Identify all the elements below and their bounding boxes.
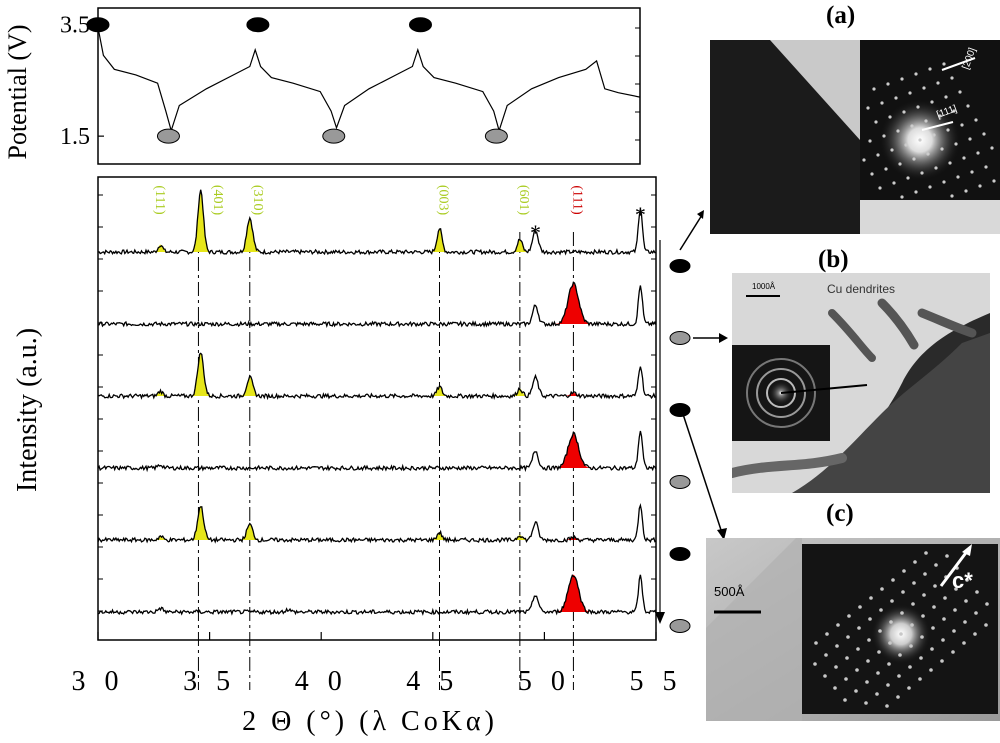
xrd-peak-label: (111) bbox=[152, 185, 167, 215]
xrd-peak-fill bbox=[556, 392, 591, 396]
xrd-asterisk: * bbox=[530, 220, 541, 245]
xrd-pattern-line bbox=[97, 430, 657, 473]
xrd-x-tick-label: 5 5 bbox=[630, 666, 683, 697]
xrd-frame-ticks bbox=[97, 194, 657, 640]
tem-panel-b: 1000Å Cu dendrites bbox=[732, 273, 990, 493]
arrow-to-panel-a bbox=[679, 214, 703, 251]
xrd-peak-fill bbox=[545, 433, 602, 468]
tem-image-a: [200] [111] bbox=[710, 40, 1000, 234]
xrd-x-tick-label: 4 0 bbox=[295, 666, 348, 697]
potential-curve bbox=[97, 27, 641, 133]
xrd-pattern-line bbox=[97, 281, 657, 329]
xrd-peak-label: (401) bbox=[210, 185, 225, 216]
xrd-x-tick-label: 3 0 bbox=[72, 666, 125, 697]
xrd-asterisk: * bbox=[635, 202, 646, 227]
scan-order-arrowhead bbox=[655, 612, 665, 624]
potential-cycle-markers bbox=[86, 17, 508, 144]
xrd-trace bbox=[97, 189, 657, 256]
xrd-peak-fill bbox=[184, 352, 217, 396]
xrd-state-marker-charged bbox=[669, 259, 691, 273]
xrd-trace bbox=[97, 281, 657, 329]
xrd-peak-fill bbox=[233, 217, 266, 252]
panel-b-scale-text: 1000Å bbox=[752, 282, 776, 291]
xrd-peak-fill bbox=[426, 532, 453, 540]
xrd-peak-fill bbox=[184, 505, 217, 540]
potential-y-tick-label: 3.5 bbox=[60, 13, 90, 39]
xrd-pattern-line bbox=[97, 352, 657, 401]
potential-plot-frame bbox=[97, 7, 641, 165]
xrd-trace bbox=[97, 574, 657, 616]
xrd-peak-label: (310) bbox=[250, 185, 265, 216]
xrd-state-marker-discharged bbox=[669, 475, 691, 489]
xrd-plot-frame bbox=[97, 176, 657, 641]
xrd-peak-fill bbox=[506, 535, 534, 540]
xrd-state-marker-charged bbox=[669, 547, 691, 561]
potential-chart: 3.5 1.5 Potential (V) bbox=[3, 7, 641, 165]
xrd-traces bbox=[97, 189, 657, 616]
xrd-trace bbox=[97, 352, 657, 401]
xrd-pattern-line bbox=[97, 503, 657, 544]
xrd-trace bbox=[97, 430, 657, 473]
arrowhead-to-panel-a bbox=[697, 210, 704, 219]
xrd-state-markers bbox=[669, 259, 691, 633]
xrd-peak-label: (601) bbox=[516, 185, 531, 216]
potential-marker-charged bbox=[408, 17, 432, 33]
potential-marker-charged bbox=[246, 17, 270, 33]
xrd-peak-fill bbox=[233, 377, 266, 396]
panel-connector-arrows bbox=[679, 210, 728, 540]
xrd-peak-fill bbox=[185, 190, 216, 252]
xrd-pattern-line bbox=[97, 189, 657, 256]
panel-c-axis-label: c* bbox=[952, 568, 973, 593]
tem-panel-a: [200] [111] bbox=[710, 40, 1000, 234]
panel-b-label: (b) bbox=[818, 246, 849, 273]
xrd-peak-fill bbox=[148, 244, 173, 252]
panel-c-scale-text: 500Å bbox=[714, 584, 745, 599]
xrd-peak-fill bbox=[506, 388, 534, 396]
xrd-reference-lines bbox=[197, 232, 574, 690]
xrd-y-axis-label: Intensity (a.u.) bbox=[12, 328, 43, 492]
potential-marker-discharged bbox=[484, 128, 508, 144]
xrd-peak-fill bbox=[506, 239, 534, 252]
potential-marker-charged bbox=[86, 17, 110, 33]
potential-y-tick-labels: 3.5 1.5 bbox=[60, 13, 90, 150]
xrd-x-axis-label: 2 Θ (°) (λ CoKα) bbox=[242, 706, 498, 737]
xrd-pattern-line bbox=[97, 574, 657, 616]
xrd-state-marker-discharged bbox=[669, 619, 691, 633]
tem-image-b: 1000Å Cu dendrites bbox=[732, 273, 990, 493]
potential-y-axis-label: Potential (V) bbox=[3, 24, 32, 159]
xrd-peak-fill bbox=[426, 228, 453, 252]
xrd-state-marker-charged bbox=[669, 403, 691, 417]
xrd-peak-fill bbox=[545, 574, 602, 612]
arrow-to-panel-c bbox=[679, 404, 723, 534]
xrd-asterisks: ** bbox=[530, 202, 646, 245]
xrd-peak-fill bbox=[426, 386, 453, 396]
panel-b-caption: Cu dendrites bbox=[827, 282, 895, 296]
xrd-x-tick-label: 5 0 bbox=[518, 666, 571, 697]
xrd-peak-label: (003) bbox=[435, 185, 450, 216]
tem-panel-c: c* 500Å bbox=[706, 538, 1000, 721]
tem-image-c: c* 500Å bbox=[706, 538, 1000, 721]
xrd-x-tick-label: 3 5 bbox=[183, 666, 236, 697]
xrd-trace bbox=[97, 503, 657, 544]
potential-y-ticks bbox=[98, 24, 640, 141]
xrd-state-marker-discharged bbox=[669, 331, 691, 345]
xrd-peak-labels: (111) (401) (310) (003) (601) (111) bbox=[152, 185, 584, 216]
arrowhead-to-panel-b bbox=[719, 333, 728, 343]
xrd-peak-fill bbox=[545, 283, 602, 324]
panel-a-label: (a) bbox=[826, 2, 856, 29]
xrd-peak-fill bbox=[148, 536, 173, 540]
potential-marker-discharged bbox=[156, 128, 180, 144]
xrd-peak-fill bbox=[148, 391, 173, 396]
panel-c-label: (c) bbox=[826, 500, 854, 527]
arrowhead-to-panel-c bbox=[717, 528, 727, 540]
xrd-x-tick-label: 4 5 bbox=[406, 666, 459, 697]
xrd-x-tick-labels: 3 0 3 5 4 0 4 5 5 0 5 5 bbox=[72, 666, 683, 697]
xrd-peak-fill bbox=[233, 524, 266, 540]
potential-marker-discharged bbox=[322, 128, 346, 144]
potential-y-tick-label: 1.5 bbox=[60, 124, 90, 150]
xrd-peak-label: (111) bbox=[569, 185, 584, 215]
